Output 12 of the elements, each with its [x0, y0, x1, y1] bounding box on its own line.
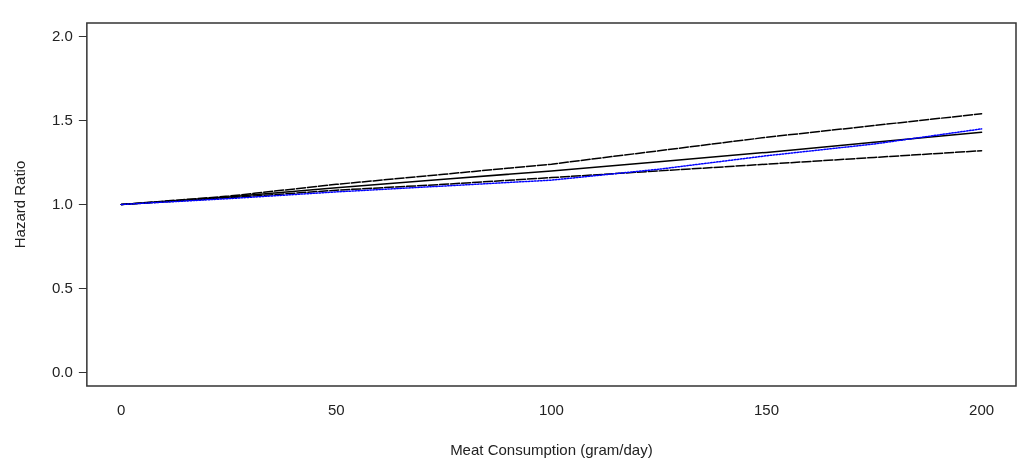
y-tick-label: 0.0	[51, 362, 73, 380]
x-tick-label: 150	[753, 401, 780, 419]
y-tick-label: 0.5	[51, 278, 73, 296]
x-tick-label: 100	[538, 401, 564, 419]
x-axis-title: Meat Consumption (gram/day)	[450, 441, 653, 459]
x-tick-label: 0	[117, 401, 126, 419]
x-tick-label: 200	[969, 401, 995, 419]
x-tick-label: 50	[328, 401, 345, 419]
y-tick-label: 2.0	[51, 26, 73, 44]
y-axis-title: Hazard Ratio	[11, 160, 29, 249]
y-tick-label: 1.5	[51, 110, 73, 128]
y-tick-label: 1.0	[51, 194, 73, 212]
